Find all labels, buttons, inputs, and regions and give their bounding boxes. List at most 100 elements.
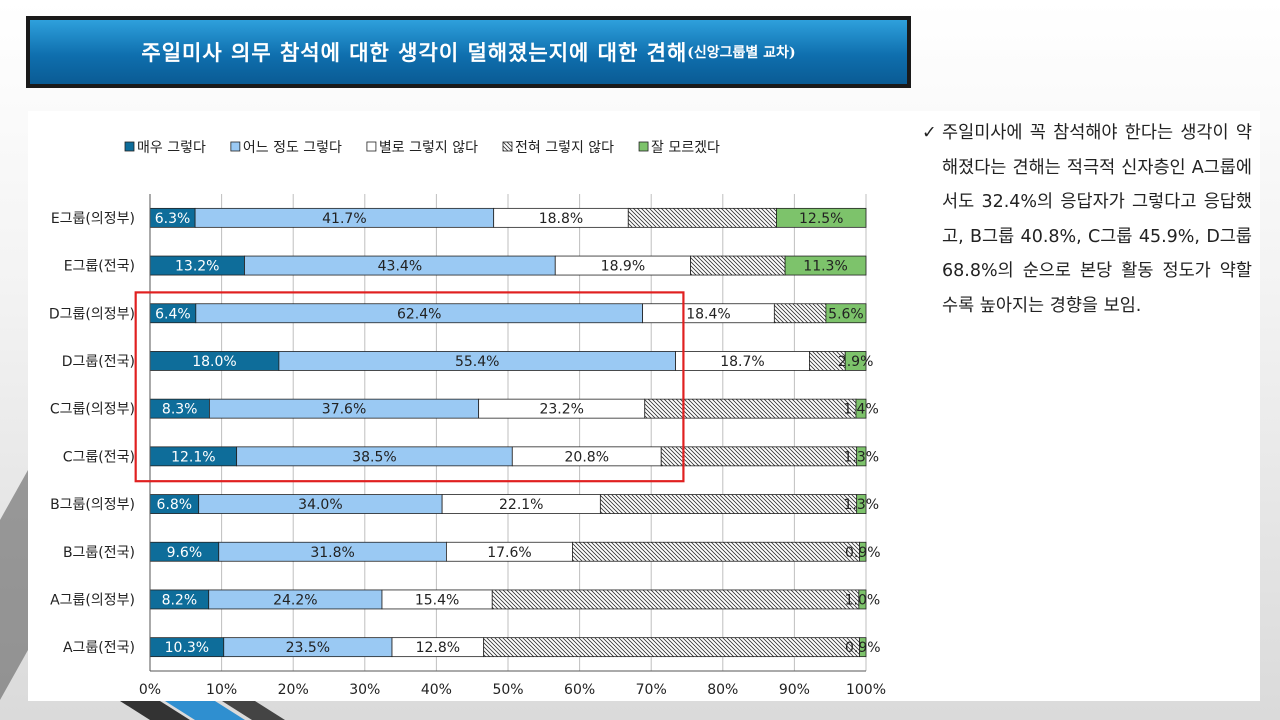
bar-segment	[491, 589, 860, 610]
data-label: 62.4%	[397, 306, 441, 322]
data-label: 10.3%	[165, 640, 209, 656]
bar-segment	[855, 398, 867, 419]
highlight-box	[134, 291, 685, 483]
data-label: 37.6%	[322, 402, 366, 418]
data-label: 24.2%	[273, 592, 317, 608]
x-tick-label: 60%	[564, 682, 595, 698]
data-label: 6.3%	[155, 211, 191, 227]
bar-segment	[483, 637, 860, 658]
x-tick-label: 100%	[846, 682, 886, 698]
slide-title-sub: (신앙그룹별 교차)	[687, 45, 796, 61]
legend-swatch	[230, 141, 241, 152]
x-tick-label: 90%	[779, 682, 810, 698]
stacked-bar-chart: 0% 10% 20% 30% 40% 50% 60% 70% 80% 90% 100% E그룹(의정부…	[49, 140, 886, 698]
x-tick-label: 70%	[636, 682, 667, 698]
bar-segment	[690, 255, 786, 276]
data-label: 15.4%	[415, 592, 459, 608]
x-tick-label: 30%	[349, 682, 380, 698]
data-label: 18.4%	[686, 306, 730, 322]
summary-note: ✓ 주일미사에 꼭 참석해야 한다는 생각이 약해졌다는 견해는 적극적 신자층…	[922, 116, 1252, 323]
check-icon: ✓	[922, 123, 937, 143]
data-label: 18.9%	[601, 259, 645, 275]
bar-segment	[784, 255, 867, 276]
chart-panel: 0% 10% 20% 30% 40% 50% 60% 70% 80% 90% 100% E그룹(의정부…	[28, 111, 913, 701]
data-label: 23.5%	[286, 640, 330, 656]
data-label: 6.8%	[157, 497, 193, 513]
data-label: 12.8%	[416, 640, 460, 656]
y-category-label: B그룹(전국)	[63, 545, 135, 561]
y-category-label: D그룹(전국)	[62, 354, 135, 370]
y-category-label: D그룹(의정부)	[49, 306, 135, 322]
x-tick-label: 80%	[707, 682, 738, 698]
data-label: 20.8%	[565, 449, 609, 465]
legend-swatch	[638, 141, 649, 152]
slide-title-main: 주일미사 의무 참석에 대한 생각이 덜해졌는지에 대한 견해	[141, 40, 688, 65]
legend-label: 별로 그렇지 않다	[379, 140, 478, 156]
data-label: 0.9%	[845, 545, 881, 561]
data-label: 38.5%	[352, 449, 396, 465]
data-label: 9.6%	[167, 545, 203, 561]
title-banner: 주일미사 의무 참석에 대한 생각이 덜해졌는지에 대한 견해 (신앙그룹별 교차…	[26, 16, 911, 88]
data-label: 0.9%	[845, 640, 881, 656]
slide-title: 주일미사 의무 참석에 대한 생각이 덜해졌는지에 대한 견해 (신앙그룹별 교차…	[30, 20, 907, 84]
y-category-label: E그룹(의정부)	[51, 211, 135, 227]
legend-label: 전혀 그렇지 않다	[515, 140, 614, 156]
bar-segment	[644, 398, 857, 419]
x-tick-label: 20%	[278, 682, 309, 698]
bar-segment	[856, 446, 867, 467]
data-label: 12.5%	[799, 211, 843, 227]
data-label: 2.9%	[838, 354, 874, 370]
x-tick-label: 50%	[492, 682, 523, 698]
data-label: 41.7%	[322, 211, 366, 227]
x-tick-label: 10%	[206, 682, 237, 698]
data-label: 22.1%	[499, 497, 543, 513]
y-category-label: C그룹(전국)	[63, 449, 135, 465]
data-label: 8.3%	[162, 402, 198, 418]
data-label: 1.3%	[844, 497, 880, 513]
legend-swatch	[502, 141, 513, 152]
data-label: 1.4%	[843, 402, 879, 418]
data-label: 11.3%	[803, 259, 847, 275]
bar-segment	[859, 637, 867, 658]
data-label: 43.4%	[378, 259, 422, 275]
data-label: 1.3%	[844, 449, 880, 465]
data-label: 31.8%	[310, 545, 354, 561]
y-category-label: C그룹(의정부)	[50, 402, 135, 418]
data-label: 18.8%	[539, 211, 583, 227]
data-label: 34.0%	[298, 497, 342, 513]
summary-text: 주일미사에 꼭 참석해야 한다는 생각이 약해졌다는 견해는 적극적 신자층인 …	[942, 123, 1252, 316]
data-label: 5.6%	[828, 306, 864, 322]
legend-swatch	[366, 141, 377, 152]
legend-label: 잘 모르겠다	[651, 140, 720, 156]
y-category-label: A그룹(의정부)	[50, 592, 135, 608]
data-label: 12.1%	[171, 449, 215, 465]
bar-segment	[599, 494, 858, 514]
y-category-label: B그룹(의정부)	[50, 497, 135, 513]
y-category-label: A그룹(전국)	[63, 640, 135, 656]
data-label: 23.2%	[539, 402, 583, 418]
x-tick-label: 40%	[421, 682, 452, 698]
data-label: 18.0%	[192, 354, 236, 370]
data-label: 55.4%	[455, 354, 499, 370]
bar-segment	[627, 207, 777, 228]
bar-segment	[859, 541, 867, 562]
data-label: 17.6%	[487, 545, 531, 561]
legend-label: 매우 그렇다	[137, 140, 206, 156]
data-label: 6.4%	[155, 306, 191, 322]
legend-label: 어느 정도 그렇다	[243, 140, 342, 156]
x-tick-label: 0%	[139, 682, 161, 698]
bar-segment	[858, 589, 867, 610]
bar-segment	[856, 494, 867, 514]
bar-segment	[773, 303, 827, 324]
bar-segment	[660, 446, 858, 467]
legend-swatch	[124, 141, 135, 152]
y-category-label: E그룹(전국)	[64, 259, 135, 275]
bar-segment	[844, 351, 867, 371]
text-panel	[913, 111, 1260, 701]
bar-segment	[825, 303, 867, 324]
data-label: 8.2%	[162, 592, 198, 608]
bar-segment	[776, 207, 867, 228]
data-label: 18.7%	[720, 354, 764, 370]
data-label: 1.0%	[845, 592, 881, 608]
